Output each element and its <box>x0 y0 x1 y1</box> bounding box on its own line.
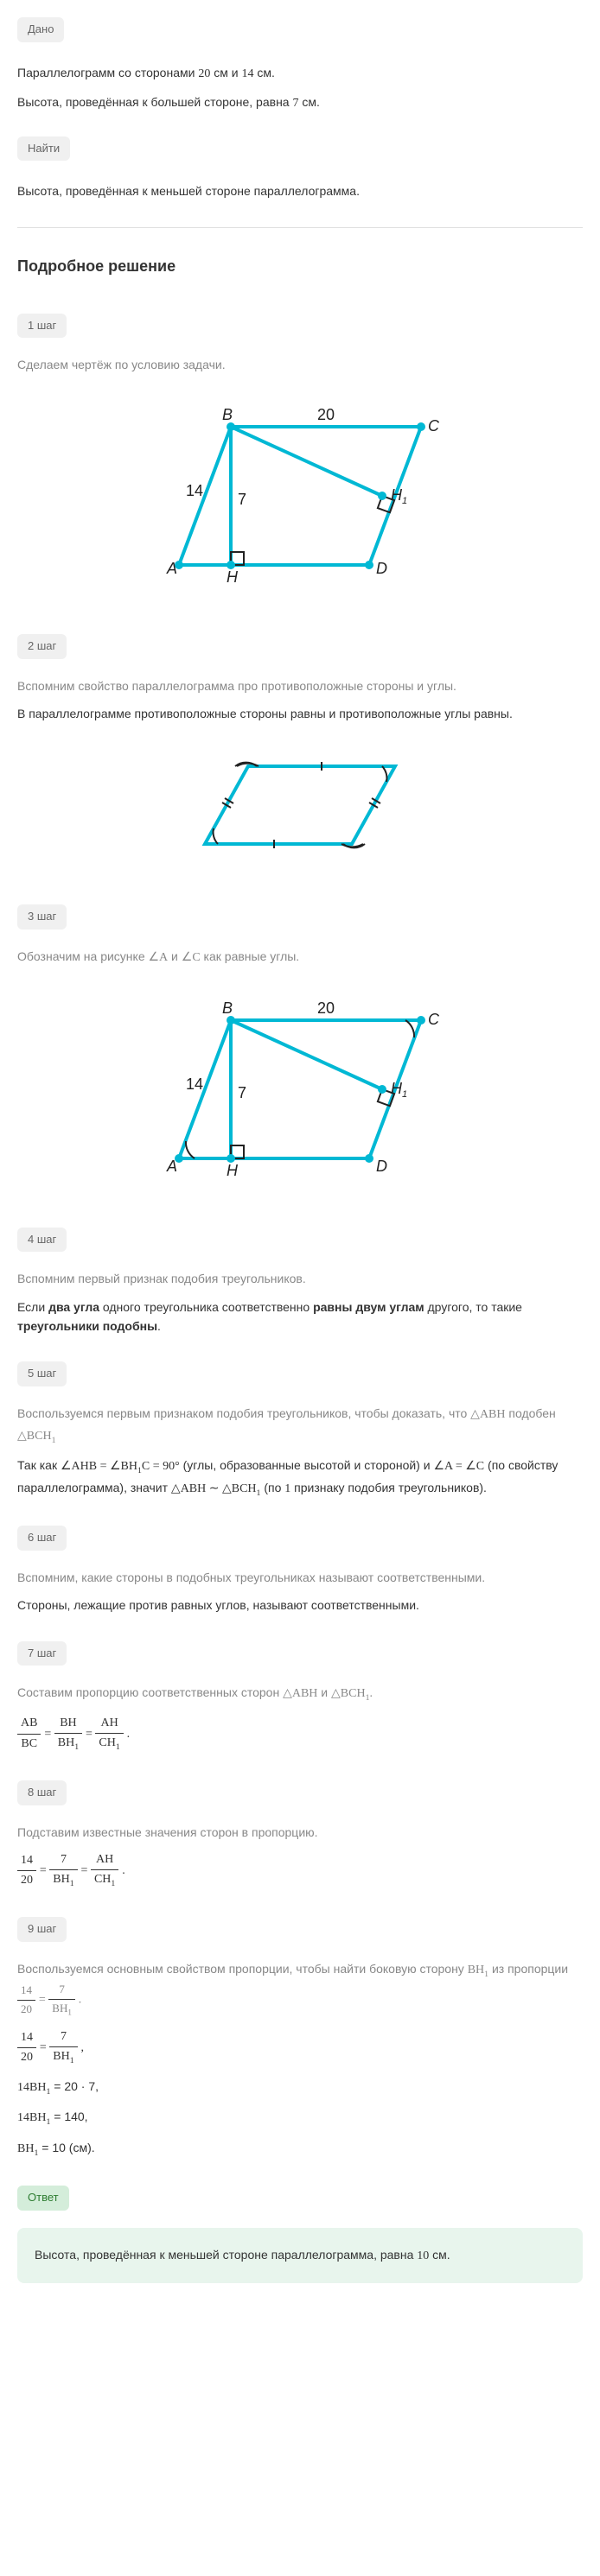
step2-gray: Вспомним свойство параллелограмма про пр… <box>17 676 583 695</box>
given-section: Дано Параллелограмм со сторонами 20 см и… <box>17 17 583 114</box>
step1-text: Сделаем чертёж по условию задачи. <box>17 355 583 374</box>
svg-text:H: H <box>227 1162 239 1179</box>
svg-text:C: C <box>428 417 440 435</box>
svg-text:20: 20 <box>317 406 335 423</box>
svg-text:C: C <box>428 1011 440 1028</box>
step3-text: Обозначим на рисунке ∠A и ∠C как равные … <box>17 947 583 968</box>
svg-text:H: H <box>227 568 239 586</box>
find-text: Высота, проведённая к меньшей стороне па… <box>17 181 583 200</box>
svg-text:D: D <box>376 1158 387 1175</box>
diagram1: A B C D H H1 20 14 7 <box>17 401 583 591</box>
step4-label: 4 шаг <box>17 1228 67 1253</box>
step7-gray: Составим пропорцию соответственных сторо… <box>17 1683 583 1704</box>
step6-main: Стороны, лежащие против равных углов, на… <box>17 1596 583 1615</box>
svg-text:7: 7 <box>238 491 246 508</box>
answer-box: Высота, проведённая к меньшей стороне па… <box>17 2228 583 2283</box>
step8-label: 8 шаг <box>17 1780 67 1805</box>
step4-main: Если два угла одного треугольника соотве… <box>17 1298 583 1336</box>
svg-text:20: 20 <box>317 999 335 1017</box>
step4-gray: Вспомним первый признак подобия треуголь… <box>17 1269 583 1288</box>
find-label: Найти <box>17 136 70 162</box>
svg-text:H1: H1 <box>391 486 407 506</box>
step9-calc2: 14BH1 = 140, <box>17 2107 583 2129</box>
solution-heading: Подробное решение <box>17 254 583 279</box>
svg-text:A: A <box>166 560 177 577</box>
step1-label: 1 шаг <box>17 314 67 339</box>
svg-text:A: A <box>166 1158 177 1175</box>
step7-label: 7 шаг <box>17 1641 67 1666</box>
divider <box>17 227 583 228</box>
step9-label: 9 шаг <box>17 1917 67 1942</box>
step2-label: 2 шаг <box>17 634 67 659</box>
step6-label: 6 шаг <box>17 1526 67 1551</box>
diagram3: A B C D H H1 20 14 7 <box>17 994 583 1184</box>
given-label: Дано <box>17 17 64 42</box>
step3-label: 3 шаг <box>17 904 67 930</box>
step2-main: В параллелограмме противоположные сторон… <box>17 704 583 723</box>
step5-label: 5 шаг <box>17 1361 67 1386</box>
step9-eq1: 1420 = 7BH1 , <box>17 2027 583 2068</box>
step8-proportion: 1420 = 7BH1 = AHCH1 . <box>17 1850 583 1891</box>
step7-proportion: ABBC = BHBH1 = AHCH1 . <box>17 1714 583 1754</box>
svg-text:14: 14 <box>186 1075 203 1093</box>
step5-gray: Воспользуемся первым признаком подобия т… <box>17 1404 583 1447</box>
given-line1: Параллелограмм со сторонами 20 см и 14 с… <box>17 63 583 84</box>
svg-text:B: B <box>222 999 233 1017</box>
svg-text:D: D <box>376 560 387 577</box>
answer-label: Ответ <box>17 2186 69 2211</box>
step6-gray: Вспомним, какие стороны в подобных треуг… <box>17 1568 583 1587</box>
step9-calc1: 14BH1 = 20 · 7, <box>17 2077 583 2098</box>
step5-line1: Так как ∠AHB = ∠BH1C = 90° (углы, образо… <box>17 1456 583 1500</box>
diagram2 <box>17 749 583 861</box>
svg-text:7: 7 <box>238 1084 246 1101</box>
given-line2: Высота, проведённая к большей стороне, р… <box>17 92 583 113</box>
step9-calc3: BH1 = 10 (см). <box>17 2138 583 2160</box>
svg-text:14: 14 <box>186 482 203 499</box>
svg-text:H1: H1 <box>391 1080 407 1100</box>
step9-gray: Воспользуемся основным свойством пропорц… <box>17 1959 583 2019</box>
step8-gray: Подставим известные значения сторон в пр… <box>17 1823 583 1842</box>
find-section: Найти Высота, проведённая к меньшей стор… <box>17 123 583 201</box>
svg-text:B: B <box>222 406 233 423</box>
